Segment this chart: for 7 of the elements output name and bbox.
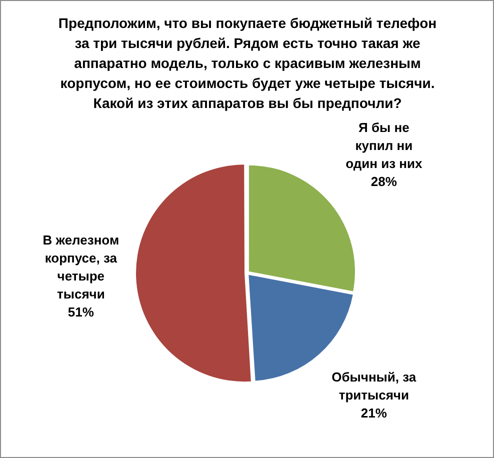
data-label: 28%	[370, 174, 398, 189]
chart-title: Предположим, что вы покупаете бюджетный телефон за три тысячи рублей. Рядом есть точно такая же аппаратно модель, только с красивым железным корпусом, но ее стоимость будет уже четыре тысячи. Какой из этих аппаратов вы бы предпочли?	[57, 14, 438, 113]
data-label: 21%	[360, 406, 388, 421]
slice-label: В железном корпусе, за четыре тысячи	[42, 232, 120, 302]
data-label: 51%	[68, 304, 94, 320]
slice-label: Обычный, за тритысячи	[332, 370, 417, 403]
slice-label: Я бы не купил ни один из них	[346, 120, 424, 171]
